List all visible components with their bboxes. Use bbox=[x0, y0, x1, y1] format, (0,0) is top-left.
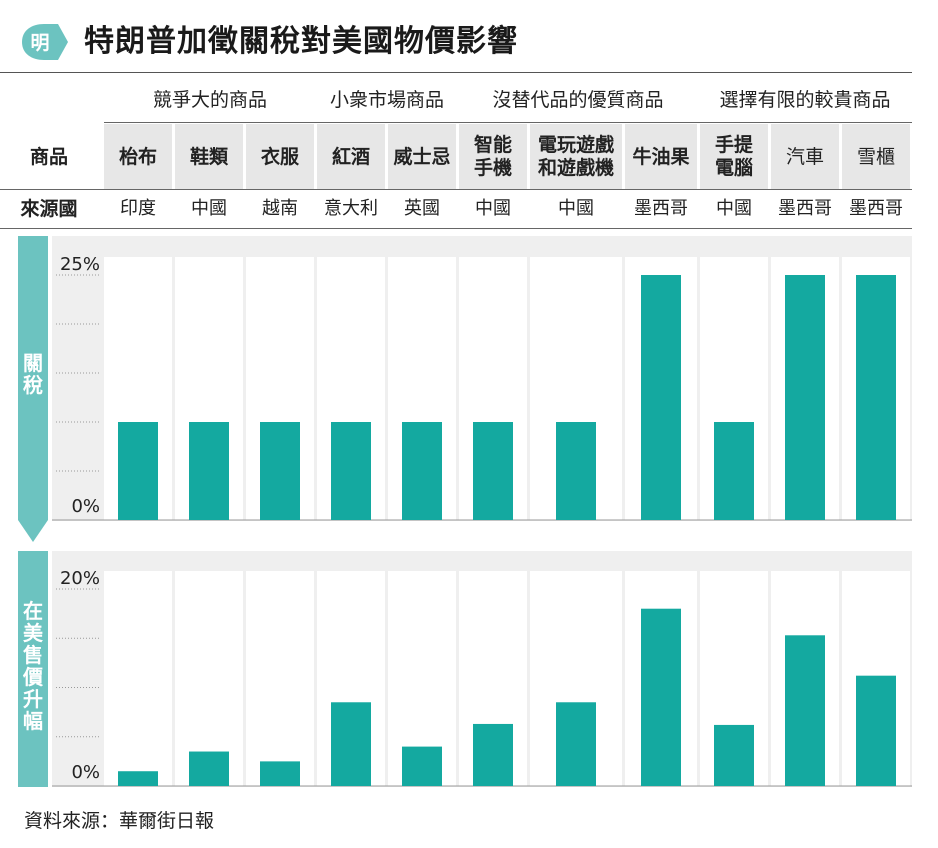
origin-country: 越南 bbox=[262, 198, 298, 219]
price-column-bg bbox=[246, 571, 314, 786]
price-ytick-label: 20% bbox=[60, 568, 100, 589]
product-header-cell: 電玩遊戲 和遊戲機 bbox=[530, 124, 622, 190]
tariff-bar bbox=[118, 422, 158, 520]
product-header-cell: 鞋類 bbox=[175, 124, 243, 190]
tariff-bar bbox=[556, 422, 596, 520]
tariff-bar bbox=[331, 422, 371, 520]
category-groups: 競爭大的商品 小衆市場商品 沒替代品的優質商品 選擇有限的較貴商品 bbox=[104, 84, 912, 116]
price-column-bg bbox=[175, 571, 243, 786]
product-header-cell: 枱布 bbox=[104, 124, 172, 190]
price-bar bbox=[331, 702, 371, 786]
product-row-label: 商品 bbox=[29, 146, 68, 168]
product-header-cell: 威士忌 bbox=[388, 124, 456, 190]
price-side-band bbox=[18, 551, 48, 787]
source-note: 資料來源：華爾街日報 bbox=[24, 810, 215, 832]
product-header-cell: 衣服 bbox=[246, 124, 314, 190]
tariff-bar bbox=[714, 422, 754, 520]
origin-row-label: 來源國 bbox=[20, 198, 78, 220]
group-label-premium: 沒替代品的優質商品 bbox=[492, 89, 664, 111]
price-bar bbox=[118, 771, 158, 786]
tariff-side-label: 關 稅 bbox=[23, 351, 43, 397]
tariff-bar bbox=[402, 422, 442, 520]
product-name: 手提 電腦 bbox=[714, 134, 753, 179]
product-header-cell: 汽車 bbox=[771, 124, 839, 190]
product-name: 紅酒 bbox=[331, 145, 370, 168]
price-bar bbox=[473, 723, 513, 786]
price-bar bbox=[714, 724, 754, 786]
tariff-ytick-label: 25% bbox=[60, 254, 100, 275]
product-name: 鞋類 bbox=[189, 145, 228, 168]
product-header-cell: 手提 電腦 bbox=[700, 124, 768, 190]
product-name: 汽車 bbox=[785, 145, 824, 168]
tariff-bar bbox=[473, 422, 513, 520]
price-ytick-label: 0% bbox=[71, 762, 100, 783]
tariff-bar bbox=[856, 275, 896, 520]
tariff-side-band bbox=[18, 236, 48, 520]
tariff-bar bbox=[641, 275, 681, 520]
title-divider bbox=[0, 72, 912, 73]
tariff-ytick-label: 0% bbox=[71, 496, 100, 517]
origin-country: 印度 bbox=[120, 198, 156, 219]
origin-country: 中國 bbox=[191, 198, 227, 219]
origin-country: 意大利 bbox=[324, 198, 378, 219]
price-column-bg bbox=[104, 571, 172, 786]
product-header-cell: 雪櫃 bbox=[842, 124, 910, 190]
header-divider bbox=[0, 189, 912, 190]
group-label-expensive: 選擇有限的較貴商品 bbox=[719, 89, 891, 111]
price-bar bbox=[402, 746, 442, 786]
product-header-cell: 牛油果 bbox=[625, 124, 697, 190]
product-name: 電玩遊戲 和遊戲機 bbox=[537, 134, 614, 179]
origin-country: 墨西哥 bbox=[849, 198, 903, 219]
product-name: 雪櫃 bbox=[856, 145, 895, 168]
origin-country: 中國 bbox=[558, 198, 594, 219]
price-side-label: 在 美 售 價 升 幅 bbox=[23, 599, 43, 733]
tariff-bar bbox=[189, 422, 229, 520]
price-bar bbox=[641, 608, 681, 786]
origin-country: 墨西哥 bbox=[634, 198, 688, 219]
origin-country: 中國 bbox=[716, 198, 752, 219]
group-label-competitive: 競爭大的商品 bbox=[152, 89, 267, 111]
tariff-bar bbox=[260, 422, 300, 520]
product-header-cell: 智能 手機 bbox=[459, 124, 527, 190]
product-name: 智能 手機 bbox=[473, 134, 512, 179]
origin-country: 墨西哥 bbox=[778, 198, 832, 219]
product-name: 威士忌 bbox=[393, 145, 451, 168]
price-bar bbox=[189, 751, 229, 786]
price-bar bbox=[785, 635, 825, 786]
chart-title: 特朗普加徵關稅對美國物價影響 bbox=[84, 24, 518, 59]
product-name: 枱布 bbox=[118, 145, 157, 168]
logo-text: 明 bbox=[30, 32, 49, 54]
price-bar bbox=[260, 761, 300, 786]
price-bar bbox=[856, 675, 896, 786]
tariff-bar bbox=[785, 275, 825, 520]
origin-divider bbox=[0, 228, 912, 229]
mingpao-logo: 明 bbox=[22, 24, 68, 60]
product-name: 衣服 bbox=[260, 145, 299, 168]
product-header-cell: 紅酒 bbox=[317, 124, 385, 190]
origin-country: 英國 bbox=[404, 198, 440, 219]
group-label-niche: 小衆市場商品 bbox=[329, 89, 444, 111]
origin-country: 中國 bbox=[475, 198, 511, 219]
product-name: 牛油果 bbox=[632, 145, 690, 168]
group-divider bbox=[104, 122, 912, 123]
down-arrow-icon bbox=[18, 520, 48, 542]
price-bar bbox=[556, 702, 596, 786]
